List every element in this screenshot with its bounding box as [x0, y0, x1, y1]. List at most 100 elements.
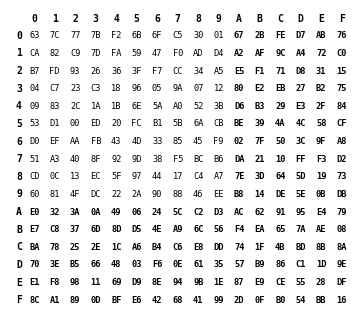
Text: FD: FD	[50, 66, 60, 76]
Text: ED: ED	[90, 120, 101, 129]
Text: DB: DB	[337, 190, 347, 199]
Text: 1: 1	[52, 14, 58, 23]
Text: 2D: 2D	[234, 296, 245, 305]
Text: 05: 05	[152, 84, 163, 93]
Text: 9: 9	[16, 189, 22, 199]
Text: AF: AF	[254, 49, 265, 58]
Text: B: B	[16, 225, 22, 235]
Text: 65: 65	[275, 225, 285, 234]
Text: E8: E8	[193, 243, 203, 252]
Text: C9: C9	[70, 49, 81, 58]
Text: 07: 07	[193, 84, 203, 93]
Text: 64: 64	[275, 172, 285, 181]
Text: BE: BE	[234, 120, 245, 129]
Text: 51: 51	[29, 155, 39, 164]
Text: 76: 76	[337, 31, 347, 40]
Text: 8D: 8D	[111, 225, 121, 234]
Text: 26: 26	[90, 66, 101, 76]
Text: 3: 3	[93, 14, 99, 23]
Text: 10: 10	[275, 155, 285, 164]
Text: 2E: 2E	[90, 243, 101, 252]
Text: 85: 85	[172, 137, 183, 146]
Text: BB: BB	[316, 296, 327, 305]
Text: 83: 83	[50, 102, 60, 111]
Text: 19: 19	[316, 172, 327, 181]
Text: 00: 00	[70, 120, 81, 129]
Text: 6: 6	[16, 137, 22, 146]
Text: CD: CD	[29, 172, 39, 181]
Text: 1A: 1A	[90, 102, 101, 111]
Text: 6: 6	[154, 14, 160, 23]
Text: E9: E9	[254, 278, 265, 287]
Text: 0E: 0E	[172, 260, 183, 269]
Text: B8: B8	[234, 190, 245, 199]
Text: B3: B3	[254, 102, 265, 111]
Text: 9F: 9F	[316, 137, 327, 146]
Text: 8B: 8B	[316, 243, 327, 252]
Text: C6: C6	[172, 243, 183, 252]
Text: FB: FB	[90, 137, 101, 146]
Text: 81: 81	[50, 190, 60, 199]
Text: 02: 02	[234, 137, 245, 146]
Text: 53: 53	[29, 120, 39, 129]
Text: 90: 90	[152, 190, 163, 199]
Text: 3B: 3B	[214, 102, 224, 111]
Text: C7: C7	[50, 84, 60, 93]
Text: D7: D7	[295, 31, 306, 40]
Text: 9A: 9A	[172, 84, 183, 93]
Text: C2: C2	[193, 208, 203, 217]
Text: 01: 01	[214, 31, 224, 40]
Text: 0: 0	[31, 14, 37, 23]
Text: DC: DC	[90, 190, 101, 199]
Text: DA: DA	[234, 155, 245, 164]
Text: 7D: 7D	[90, 49, 101, 58]
Text: AE: AE	[316, 225, 327, 234]
Text: 11: 11	[90, 278, 101, 287]
Text: 7: 7	[16, 154, 22, 164]
Text: D5: D5	[132, 225, 142, 234]
Text: 5F: 5F	[111, 172, 121, 181]
Text: A1: A1	[50, 296, 60, 305]
Text: 50: 50	[275, 137, 285, 146]
Text: 48: 48	[111, 260, 121, 269]
Text: D2: D2	[337, 155, 347, 164]
Text: F0: F0	[172, 49, 183, 58]
Text: 08: 08	[337, 225, 347, 234]
Text: 42: 42	[152, 296, 163, 305]
Text: AC: AC	[234, 208, 245, 217]
Text: 5: 5	[134, 14, 140, 23]
Text: 31: 31	[316, 66, 327, 76]
Text: B5: B5	[70, 260, 81, 269]
Text: F1: F1	[254, 66, 265, 76]
Text: 0C: 0C	[50, 172, 60, 181]
Text: 54: 54	[295, 296, 306, 305]
Text: B2: B2	[316, 84, 327, 93]
Text: 9E: 9E	[337, 260, 347, 269]
Text: 29: 29	[275, 102, 285, 111]
Text: A3: A3	[50, 155, 60, 164]
Text: 04: 04	[29, 84, 39, 93]
Text: 0A: 0A	[90, 208, 101, 217]
Text: 68: 68	[172, 296, 183, 305]
Text: 22: 22	[111, 190, 121, 199]
Text: BF: BF	[111, 296, 121, 305]
Text: 3A: 3A	[70, 208, 81, 217]
Text: 3F: 3F	[132, 66, 142, 76]
Text: D0: D0	[29, 137, 39, 146]
Text: 5E: 5E	[295, 190, 306, 199]
Text: 63: 63	[29, 31, 39, 40]
Text: CF: CF	[337, 120, 347, 129]
Text: 8E: 8E	[152, 278, 163, 287]
Text: 75: 75	[337, 84, 347, 93]
Text: 4A: 4A	[275, 120, 285, 129]
Text: 94: 94	[172, 278, 183, 287]
Text: 80: 80	[234, 84, 245, 93]
Text: EB: EB	[275, 84, 285, 93]
Text: 73: 73	[337, 172, 347, 181]
Text: 9: 9	[216, 14, 222, 23]
Text: 6D: 6D	[90, 225, 101, 234]
Text: C8: C8	[50, 225, 60, 234]
Text: BA: BA	[29, 243, 39, 252]
Text: 6B: 6B	[132, 31, 142, 40]
Text: F9: F9	[214, 137, 224, 146]
